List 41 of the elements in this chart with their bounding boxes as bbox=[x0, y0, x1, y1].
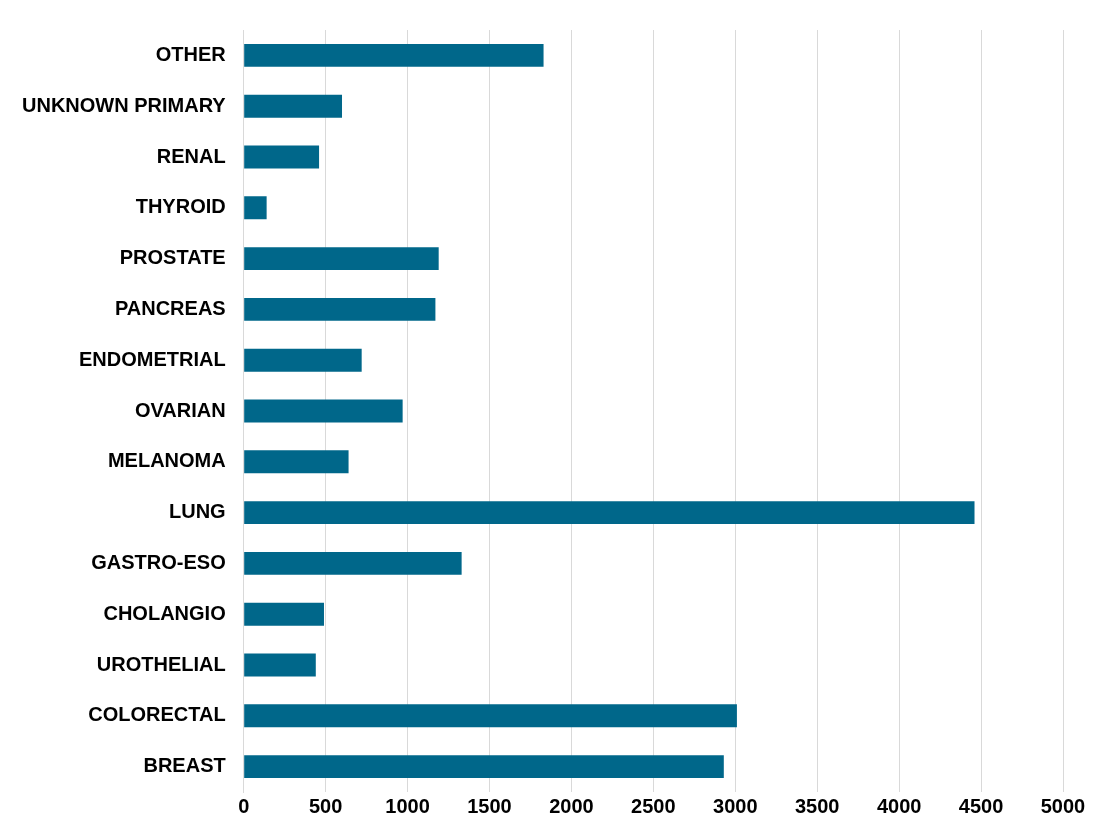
y-tick-label: UNKNOWN PRIMARY bbox=[21, 93, 227, 116]
y-tick-label: CHOLANGIO bbox=[103, 601, 226, 624]
x-tick-label: 3500 bbox=[794, 794, 840, 817]
x-tick-label: 4000 bbox=[876, 794, 922, 817]
y-tick-label: RENAL bbox=[156, 144, 226, 167]
bar bbox=[244, 399, 403, 423]
y-tick-label: LUNG bbox=[169, 500, 226, 523]
x-tick-label: 1000 bbox=[385, 794, 430, 817]
x-tick-label: 4500 bbox=[958, 794, 1004, 817]
x-tick-label: 500 bbox=[308, 794, 343, 817]
bar bbox=[244, 704, 737, 728]
y-tick-label: MELANOMA bbox=[107, 449, 226, 472]
x-tick-label: 2500 bbox=[631, 794, 676, 817]
x-tick-label: 1500 bbox=[467, 794, 512, 817]
y-tick-label: THYROID bbox=[135, 195, 226, 218]
bar bbox=[244, 450, 349, 474]
bar bbox=[244, 145, 320, 169]
bar bbox=[244, 297, 436, 321]
bar bbox=[244, 94, 343, 118]
bar bbox=[244, 653, 316, 677]
y-tick-label: PROSTATE bbox=[119, 246, 226, 269]
y-tick-label: COLORECTAL bbox=[88, 703, 226, 726]
x-tick-label: 5000 bbox=[1040, 794, 1086, 817]
x-tick-label: 3000 bbox=[713, 794, 758, 817]
y-tick-label: UROTHELIAL bbox=[96, 652, 226, 675]
x-tick-label: 2000 bbox=[549, 794, 594, 817]
bar bbox=[244, 501, 975, 525]
bar bbox=[244, 247, 439, 271]
y-tick-label: ENDOMETRIAL bbox=[79, 347, 226, 370]
bar bbox=[244, 551, 462, 575]
bar bbox=[244, 755, 724, 779]
bar bbox=[244, 43, 544, 67]
y-tick-label: OVARIAN bbox=[134, 398, 226, 421]
y-tick-label: OTHER bbox=[155, 42, 227, 65]
y-tick-label: BREAST bbox=[143, 754, 226, 777]
bar bbox=[244, 602, 324, 626]
y-tick-label: PANCREAS bbox=[114, 296, 226, 319]
x-tick-label: 0 bbox=[238, 794, 250, 817]
bar bbox=[244, 196, 267, 220]
y-tick-label: GASTRO-ESO bbox=[91, 550, 226, 573]
bar bbox=[244, 348, 362, 372]
